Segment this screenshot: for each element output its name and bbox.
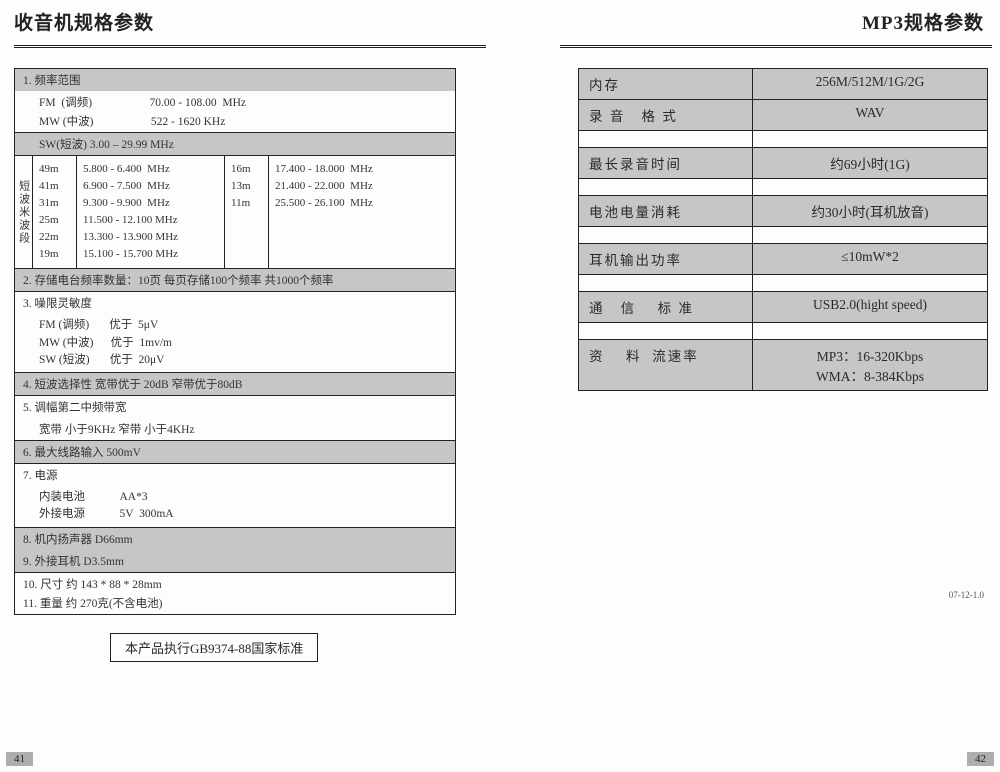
mp3-blank-row [579,322,987,339]
radio-title: 收音机规格参数 [0,0,500,45]
mp3-row-value: 约69小时(1G) [753,148,987,178]
sec5-header: 5. 调幅第二中频带宽 [15,395,455,418]
doc-version: 07-12-1.0 [949,590,984,600]
mp3-row-label: 通 信 标 准 [579,292,753,322]
mp3-title: MP3规格参数 [500,0,1000,45]
sec4: 4. 短波选择性 宽带优于 20dB 窄带优于80dB [15,372,455,395]
sec3-header: 3. 噪限灵敏度 [15,291,455,314]
mp3-row-value: MP3：16-320Kbps WMA：8-384Kbps [753,340,987,390]
mp3-row-value [753,323,987,339]
mp3-row: 最长录音时间约69小时(1G) [579,147,987,178]
sec3-body: FM (调频) 优于 5μV MW (中波) 优于 1mv/m SW (短波) … [15,314,455,372]
sw-col2: 5.800 - 6.400 MHz 6.900 - 7.500 MHz 9.30… [77,156,225,268]
mp3-row-label: 录 音 格 式 [579,100,753,130]
page-number-right: 42 [967,752,994,766]
sec1-header: 1. 频率范围 [15,69,455,91]
mp3-row-value: USB2.0(hight speed) [753,292,987,322]
mp3-row-value [753,275,987,291]
mp3-row-label: 内存 [579,69,753,99]
mp3-row-value: WAV [753,100,987,130]
mp3-row: 录 音 格 式WAV [579,99,987,130]
mp3-blank-row [579,178,987,195]
sec7-header: 7. 电源 [15,463,455,486]
title-rule [560,45,992,48]
sec10: 10. 尺寸 约 143 * 88 * 28mm [15,572,455,595]
mp3-row: 电池电量消耗约30小时(耳机放音) [579,195,987,226]
mp3-row-label: 最长录音时间 [579,148,753,178]
mp3-spec-table: 内存256M/512M/1G/2G录 音 格 式WAV最长录音时间约69小时(1… [578,68,988,391]
sec8: 8. 机内扬声器 D66mm [15,527,455,550]
mp3-row-value [753,227,987,243]
mp3-blank-row [579,274,987,291]
mp3-row-label [579,179,753,195]
sw-col4: 17.400 - 18.000 MHz 21.400 - 22.000 MHz … [269,156,455,268]
mp3-row-value: ≤10mW*2 [753,244,987,274]
sec5-body: 宽带 小于9KHz 窄带 小于4KHz [15,418,455,440]
radio-spec-page: 收音机规格参数 1. 频率范围 FM (调频) 70.00 - 108.00 M… [0,0,500,772]
mp3-blank-row [579,130,987,147]
mp3-row: 资 料 流速率MP3：16-320Kbps WMA：8-384Kbps [579,339,987,390]
mp3-row: 内存256M/512M/1G/2G [579,69,987,99]
mp3-row-label: 电池电量消耗 [579,196,753,226]
mp3-row-value [753,179,987,195]
sec7-body: 内装电池 AA*3 外接电源 5V 300mA [15,486,455,527]
sw-header: SW(短波) 3.00 – 29.99 MHz [15,132,455,155]
sec11: 11. 重量 约 270克(不含电池) [15,595,455,614]
fm-line: FM (调频) 70.00 - 108.00 MHz [15,91,455,113]
mp3-row-value: 256M/512M/1G/2G [753,69,987,99]
radio-spec-table: 1. 频率范围 FM (调频) 70.00 - 108.00 MHz MW (中… [14,68,456,615]
mp3-row-label [579,131,753,147]
mp3-row: 耳机输出功率≤10mW*2 [579,243,987,274]
mp3-row-label: 资 料 流速率 [579,340,753,390]
sec6: 6. 最大线路输入 500mV [15,440,455,463]
page-number-left: 41 [6,752,33,766]
mp3-blank-row [579,226,987,243]
sw-col1: 49m 41m 31m 25m 22m 19m [33,156,77,268]
title-rule [14,45,486,48]
mp3-row-value [753,131,987,147]
mp3-spec-page: MP3规格参数 内存256M/512M/1G/2G录 音 格 式WAV最长录音时… [500,0,1000,772]
mp3-row-value: 约30小时(耳机放音) [753,196,987,226]
mp3-row-label [579,227,753,243]
mw-line: MW (中波) 522 - 1620 KHz [15,113,455,132]
sw-col3: 16m 13m 11m [225,156,269,268]
mp3-row-label [579,275,753,291]
mp3-row-label [579,323,753,339]
standard-note: 本产品执行GB9374-88国家标准 [110,633,318,662]
sw-bands-label: 短波米波段 [15,156,33,268]
sec2: 2. 存储电台频率数量：10页 每页存储100个频率 共1000个频率 [15,268,455,291]
mp3-row-label: 耳机输出功率 [579,244,753,274]
mp3-row: 通 信 标 准USB2.0(hight speed) [579,291,987,322]
sw-bands-grid: 短波米波段 49m 41m 31m 25m 22m 19m 5.800 - 6.… [15,155,455,268]
sec9: 9. 外接耳机 D3.5mm [15,550,455,572]
